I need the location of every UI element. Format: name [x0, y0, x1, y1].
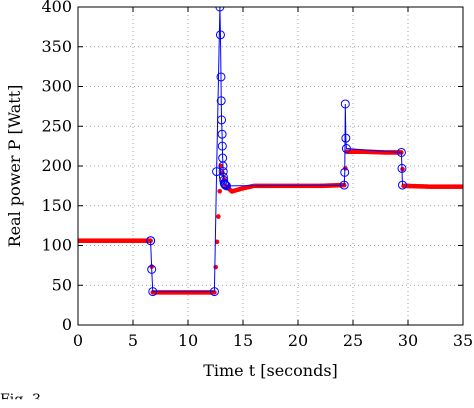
model-marker	[220, 180, 230, 190]
measured-point	[216, 214, 221, 219]
model-marker	[217, 129, 227, 139]
model-marker	[146, 236, 156, 246]
model-marker	[148, 287, 158, 297]
model-marker	[339, 180, 349, 190]
model-marker	[217, 141, 227, 151]
model-marker	[147, 264, 157, 274]
y-tick-label: 50	[52, 275, 72, 294]
y-axis-ticks: 0 50 100 150 200 250 300 350 400	[41, 0, 463, 334]
measured-point	[218, 163, 224, 169]
model-marker	[216, 72, 226, 82]
x-tick-label: 5	[128, 331, 138, 350]
model-marker	[341, 144, 351, 154]
model-marker	[215, 30, 225, 40]
model-marker	[397, 163, 407, 173]
measured-point	[213, 264, 219, 270]
y-tick-label: 100	[41, 236, 72, 255]
y-axis-title: Real power P [Watt]	[5, 85, 24, 248]
measured-point	[214, 239, 220, 245]
model-marker	[216, 96, 226, 106]
y-tick-label: 400	[41, 0, 72, 16]
y-tick-label: 150	[41, 196, 72, 215]
x-tick-label: 30	[398, 331, 418, 350]
measured-point	[400, 166, 405, 172]
x-axis-ticks: 0 5 10 15 20 25 30 35	[73, 7, 473, 350]
grid-lines	[78, 7, 463, 325]
model-marker	[218, 167, 228, 177]
measured-point	[460, 184, 463, 189]
model-line	[150, 7, 403, 293]
model-marker	[217, 115, 227, 125]
figure-caption-fragment: Fig. 3	[0, 392, 41, 408]
model-marker	[396, 147, 406, 157]
model-marker	[340, 99, 350, 109]
model-marker	[212, 167, 222, 177]
model-marker	[341, 133, 351, 143]
x-tick-label: 0	[73, 331, 83, 350]
model-marker	[209, 287, 219, 297]
model-marker	[218, 161, 228, 171]
x-tick-label: 35	[453, 331, 473, 350]
series-model	[146, 7, 407, 297]
model-marker	[222, 181, 231, 191]
x-axis-title: Time t [seconds]	[203, 361, 338, 380]
model-marker	[340, 167, 350, 177]
y-tick-label: 250	[41, 116, 72, 135]
x-tick-label: 10	[178, 331, 198, 350]
y-tick-label: 0	[62, 315, 72, 334]
x-tick-label: 25	[343, 331, 363, 350]
measured-point	[217, 188, 222, 194]
model-marker	[398, 180, 407, 190]
y-tick-label: 300	[41, 77, 72, 96]
y-tick-label: 200	[41, 156, 72, 175]
y-tick-label: 350	[41, 37, 72, 56]
x-tick-label: 20	[288, 331, 308, 350]
series-measured	[78, 149, 463, 295]
x-tick-label: 15	[233, 331, 253, 350]
model-marker	[215, 7, 225, 12]
model-marker	[219, 175, 229, 185]
